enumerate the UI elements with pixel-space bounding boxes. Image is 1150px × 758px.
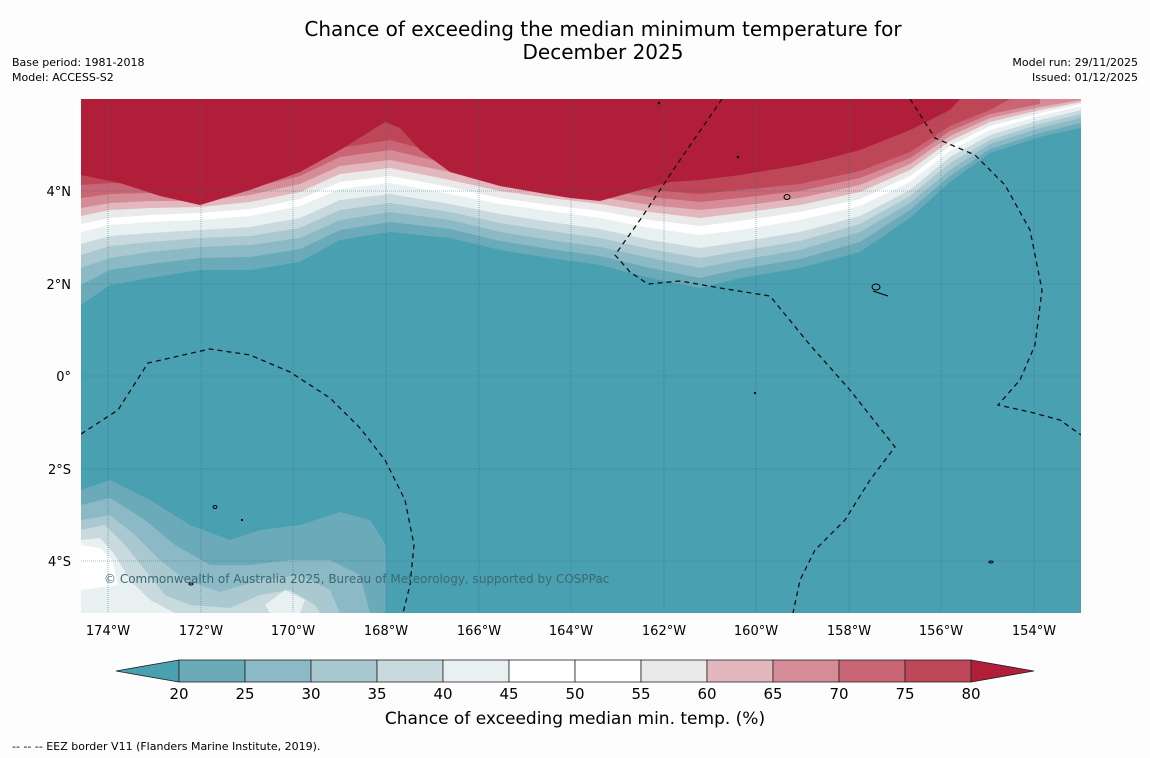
meta-right: Model run: 29/11/2025 Issued: 01/12/2025: [1012, 55, 1138, 85]
colorbar-tick-label: 35: [367, 685, 386, 703]
colorbar-tick-label: 70: [829, 685, 848, 703]
colorbar-cell: [640, 659, 708, 683]
colorbar-cell: [310, 659, 378, 683]
colorbar-label: Chance of exceeding median min. temp. (%…: [384, 709, 766, 729]
model-name: Model: ACCESS-S2: [12, 71, 114, 84]
lon-label: 164°W: [549, 624, 593, 639]
base-period: Base period: 1981-2018: [12, 56, 145, 69]
colorbar-cell: [574, 659, 642, 683]
colorbar-under-arrow: [115, 659, 180, 683]
lon-label: 158°W: [827, 624, 871, 639]
lon-label: 168°W: [364, 624, 408, 639]
colorbar-cell: [178, 659, 246, 683]
colorbar-tick-label: 75: [895, 685, 914, 703]
colorbar-tick-label: 40: [433, 685, 452, 703]
colorbar-cell: [706, 659, 774, 683]
colorbar-tick-label: 25: [235, 685, 254, 703]
lat-label: 2°S: [48, 463, 71, 478]
issued-date: Issued: 01/12/2025: [1031, 71, 1138, 84]
colorbar-tick-label: 30: [301, 685, 320, 703]
band-over-80: [81, 99, 960, 205]
colorbar-tick-label: 45: [499, 685, 518, 703]
colorbar-tick-label: 55: [631, 685, 650, 703]
map-title: Chance of exceeding the median minimum t…: [0, 18, 1150, 64]
colorbar-over-arrow: [970, 659, 1035, 683]
lon-label: 170°W: [271, 624, 315, 639]
sw-patch-45: [265, 590, 305, 613]
colorbar-tick-label: 50: [565, 685, 584, 703]
lat-label: 4°N: [47, 185, 72, 200]
meta-left: Base period: 1981-2018 Model: ACCESS-S2: [12, 55, 144, 85]
lon-label: 156°W: [919, 624, 963, 639]
lon-label: 160°W: [734, 624, 778, 639]
copyright-notice: © Commonwealth of Australia 2025, Bureau…: [104, 572, 609, 586]
colorbar-ticks: 20 25 30 35 40 45 50 55 60 65 70 75 80: [169, 685, 980, 703]
lat-label: 2°N: [47, 278, 72, 293]
sw-band-50: [81, 545, 118, 590]
model-run: Model run: 29/11/2025: [1012, 56, 1138, 69]
colorbar-cell: [508, 659, 576, 683]
colorbar-cell: [772, 659, 840, 683]
title-line-2: December 2025: [522, 40, 684, 64]
lon-label: 166°W: [457, 624, 501, 639]
lat-label: 4°S: [48, 555, 71, 570]
colorbar-cell: [376, 659, 444, 683]
eez-borders: [81, 99, 1081, 613]
colorbar-tick-label: 80: [961, 685, 980, 703]
lon-label: 162°W: [642, 624, 686, 639]
colorbar-cell: [442, 659, 510, 683]
colorbar-tick-label: 20: [169, 685, 188, 703]
colorbar: 20 25 30 35 40 45 50 55 60 65 70 75 80: [115, 659, 1035, 703]
temperature-field: © Commonwealth of Australia 2025, Bureau…: [81, 99, 1081, 613]
colorbar-cell: [904, 659, 972, 683]
colorbar-tick-label: 65: [763, 685, 782, 703]
islands: [188, 101, 994, 586]
colorbar-cell: [244, 659, 312, 683]
colorbar-cells: [178, 659, 972, 683]
lon-label: 172°W: [179, 624, 223, 639]
colorbar-cell: [838, 659, 906, 683]
lat-label: 0°: [56, 370, 71, 385]
lon-label: 174°W: [86, 624, 130, 639]
lon-label: 154°W: [1012, 624, 1056, 639]
eez-legend: -- -- -- EEZ border V11 (Flanders Marine…: [12, 740, 321, 753]
lat-labels: 4°N 2°N 0° 2°S 4°S: [47, 185, 72, 570]
colorbar-tick-label: 60: [697, 685, 716, 703]
lon-labels: 174°W 172°W 170°W 168°W 166°W 164°W 162°…: [86, 624, 1056, 639]
graticule: [81, 99, 1081, 613]
title-line-1: Chance of exceeding the median minimum t…: [304, 17, 902, 41]
